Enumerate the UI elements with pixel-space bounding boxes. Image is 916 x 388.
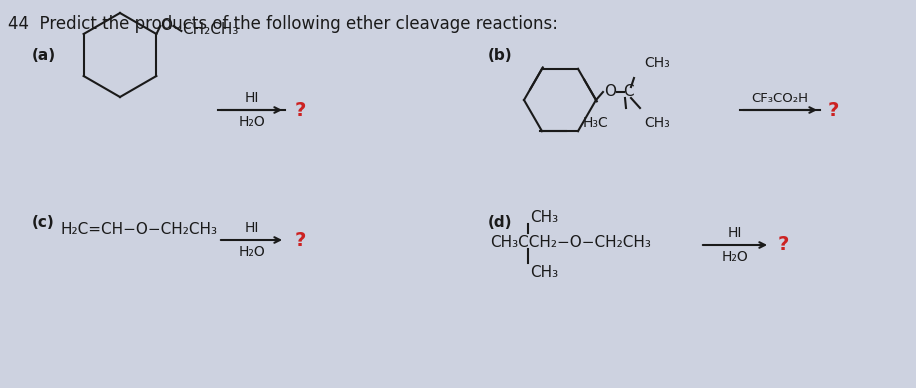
Text: CH₃: CH₃	[644, 116, 670, 130]
Text: CH₃CCH₂−O−CH₂CH₃: CH₃CCH₂−O−CH₂CH₃	[490, 235, 651, 250]
Text: HI: HI	[245, 221, 258, 235]
Text: HI: HI	[728, 226, 742, 240]
Text: CH₂CH₃: CH₂CH₃	[182, 21, 239, 36]
Text: (b): (b)	[488, 48, 513, 63]
Text: ?: ?	[778, 236, 790, 255]
Text: 44  Predict the products of the following ether cleavage reactions:: 44 Predict the products of the following…	[8, 15, 558, 33]
Text: H₂O: H₂O	[238, 115, 265, 129]
Text: HI: HI	[245, 91, 258, 105]
Text: CH₃: CH₃	[530, 265, 558, 280]
Text: H₃C: H₃C	[583, 116, 608, 130]
Text: C: C	[623, 85, 633, 99]
Text: H₂O: H₂O	[238, 245, 265, 259]
Text: CH₃: CH₃	[644, 56, 670, 70]
Text: (c): (c)	[32, 215, 55, 230]
Text: O: O	[604, 85, 616, 99]
Text: CH₃: CH₃	[530, 210, 558, 225]
Text: ?: ?	[295, 100, 306, 120]
Text: CF₃CO₂H: CF₃CO₂H	[751, 92, 809, 105]
Text: H₂O: H₂O	[722, 250, 748, 264]
Text: (a): (a)	[32, 48, 56, 63]
Text: (d): (d)	[488, 215, 512, 230]
Text: H₂C=CH−O−CH₂CH₃: H₂C=CH−O−CH₂CH₃	[60, 222, 217, 237]
Text: O: O	[160, 19, 172, 33]
Text: ?: ?	[828, 100, 839, 120]
Text: ?: ?	[295, 230, 306, 249]
